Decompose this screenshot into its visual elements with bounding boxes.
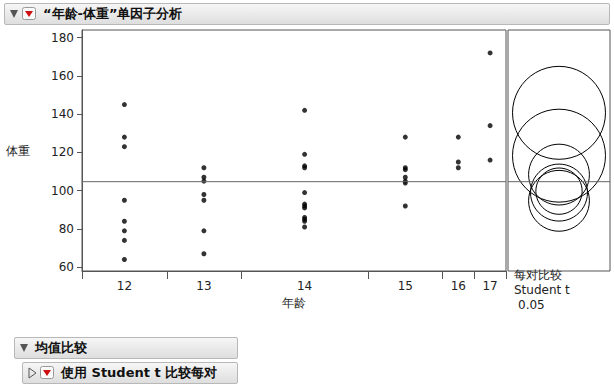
svg-text:17: 17 [482,279,497,293]
svg-text:0.05: 0.05 [518,298,545,312]
svg-text:13: 13 [196,279,211,293]
svg-text:100: 100 [51,184,74,198]
html-text:“年龄-体重”单因子分析: “年龄-体重”单因子分析 [43,6,183,21]
svg-text:180: 180 [51,31,74,45]
svg-text:12: 12 [117,279,132,293]
svg-text:体重: 体重 [6,144,30,158]
svg-text:年龄: 年龄 [282,296,306,310]
svg-text:60: 60 [59,260,74,274]
html-text:均值比较: 均值比较 [35,340,87,355]
svg-text:120: 120 [51,145,74,159]
svg-text:Student t: Student t [514,283,570,297]
svg-text:160: 160 [51,69,74,83]
svg-text:14: 14 [297,279,312,293]
svg-text:140: 140 [51,107,74,121]
svg-text:每对比较: 每对比较 [514,268,562,282]
svg-text:16: 16 [451,279,466,293]
html-text:使用 Student t 比较每对: 使用 Student t 比较每对 [61,365,218,380]
svg-text:15: 15 [398,279,413,293]
svg-text:80: 80 [59,222,74,236]
